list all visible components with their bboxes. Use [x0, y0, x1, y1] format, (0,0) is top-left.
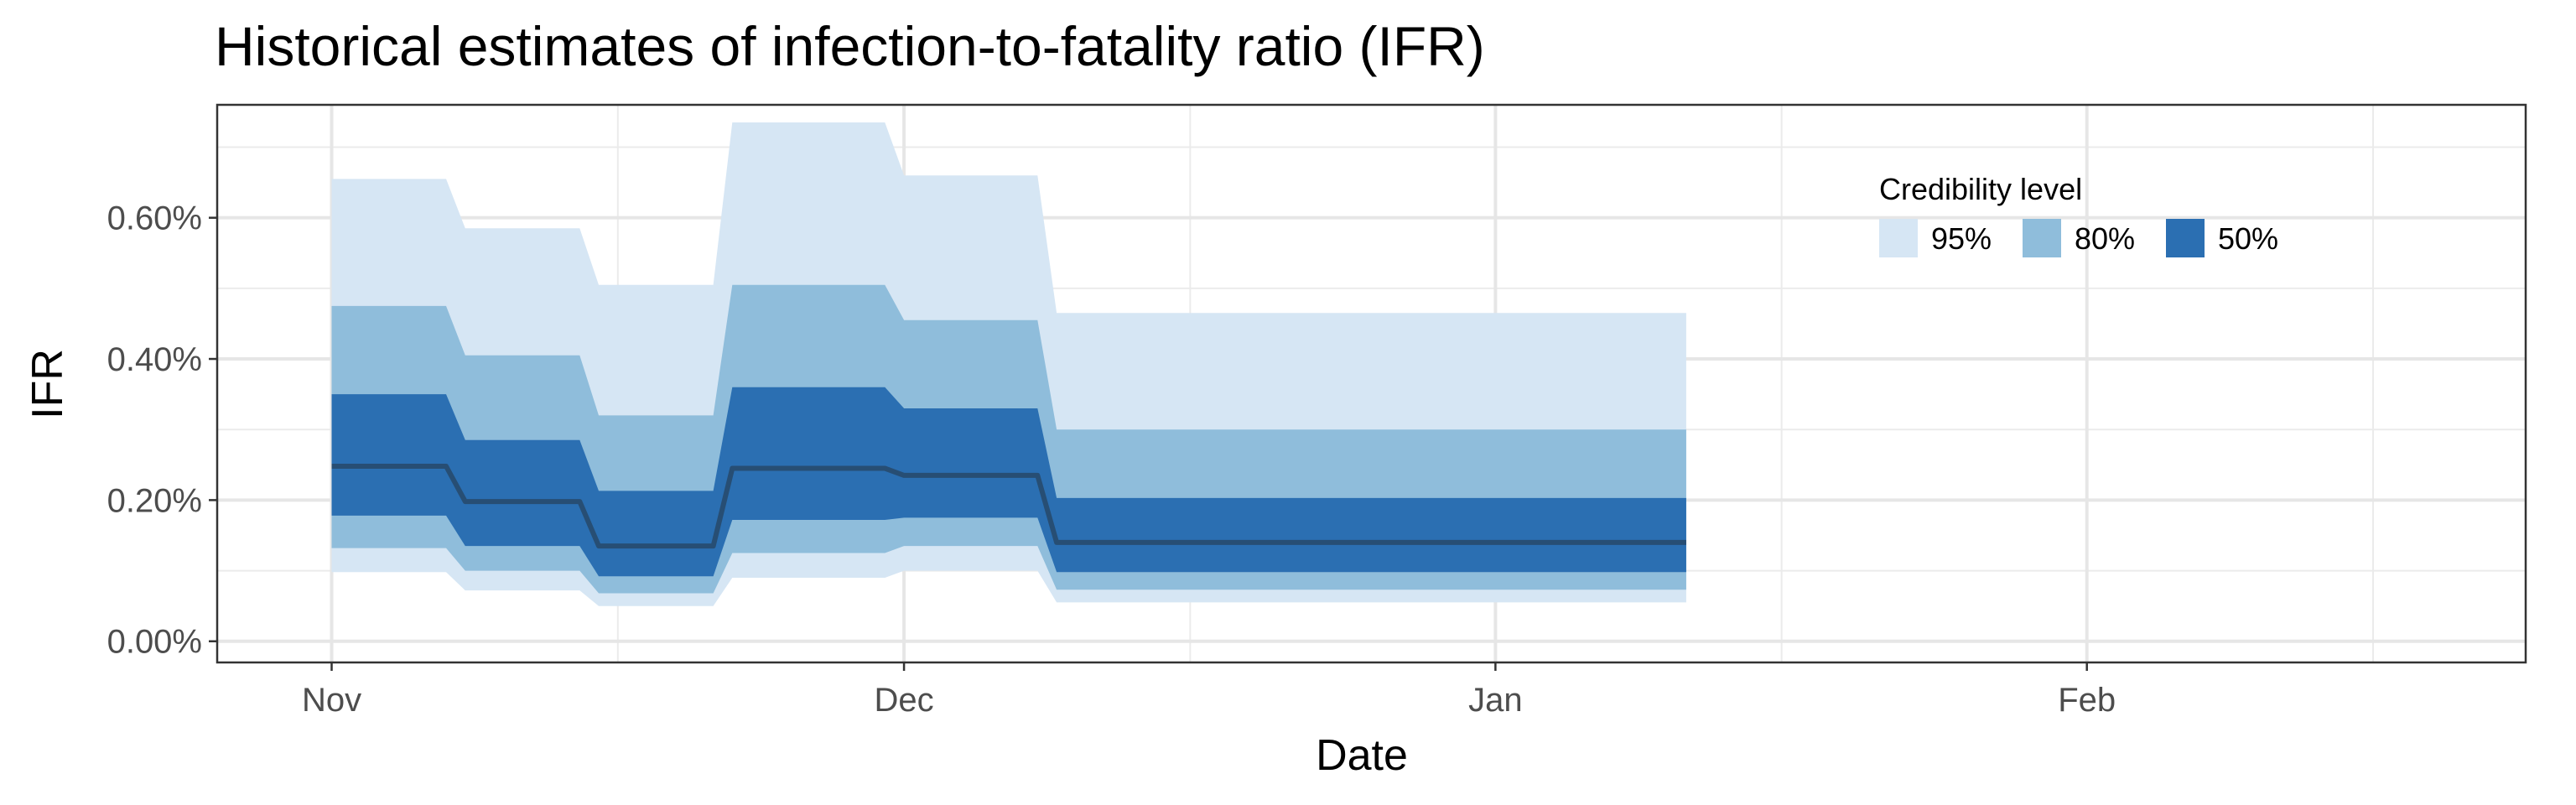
- x-axis-title: Date: [1316, 731, 1408, 780]
- x-tick-label: Jan: [1468, 682, 1523, 719]
- legend: Credibility level 95% 80% 50%: [1879, 172, 2278, 257]
- x-axis: Nov Dec Jan Feb: [302, 662, 2116, 719]
- legend-label: 80%: [2075, 221, 2135, 256]
- band-50pct: [331, 387, 1686, 577]
- legend-key-50pct: [2166, 219, 2205, 257]
- legend-items: 95% 80% 50%: [1879, 219, 2278, 257]
- y-tick-label: 0.40%: [107, 341, 202, 378]
- median-series-line: [331, 464, 1686, 549]
- legend-key-95pct: [1879, 219, 1918, 257]
- x-tick-label: Dec: [875, 682, 934, 719]
- legend-key-80pct: [2023, 219, 2061, 257]
- chart-title: Historical estimates of infection-to-fat…: [215, 15, 1485, 77]
- x-tick-label: Feb: [2058, 682, 2116, 719]
- median-line: [331, 464, 1686, 549]
- legend-title: Credibility level: [1879, 172, 2082, 206]
- y-axis-title: IFR: [23, 349, 72, 419]
- y-tick-label: 0.60%: [107, 200, 202, 237]
- y-axis: 0.00% 0.20% 0.40% 0.60%: [107, 200, 217, 661]
- plot-panel-border: [216, 103, 2527, 664]
- legend-label: 50%: [2218, 221, 2278, 256]
- legend-label: 95%: [1931, 221, 1992, 256]
- x-tick-label: Nov: [302, 682, 361, 719]
- credibility-bands: [331, 122, 1686, 606]
- y-tick-label: 0.20%: [107, 482, 202, 519]
- y-tick-label: 0.00%: [107, 624, 202, 661]
